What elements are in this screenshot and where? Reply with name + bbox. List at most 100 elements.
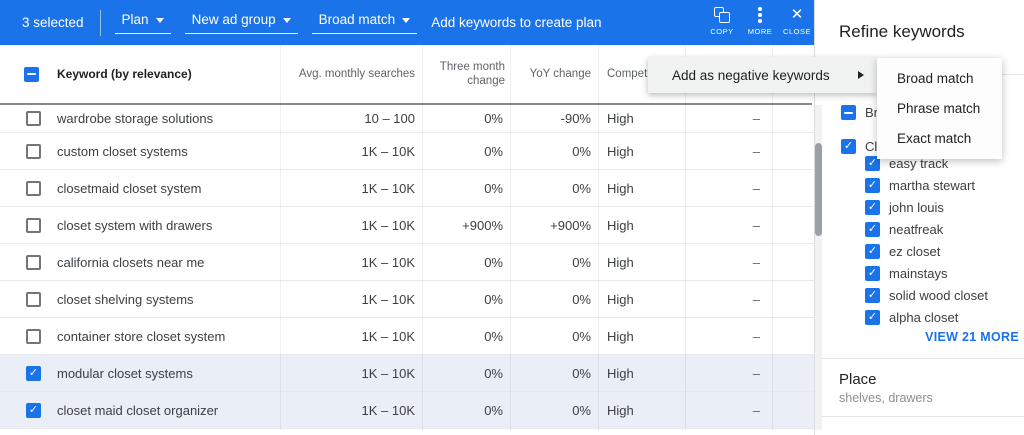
column-header-yoy-change[interactable]: YoY change: [529, 68, 591, 80]
brand-filter-item[interactable]: ✓ ez closet: [865, 240, 1024, 262]
submenu-item-phrase-match[interactable]: Phrase match: [897, 100, 981, 116]
table-row[interactable]: ✓ modular closet systems 1K – 10K 0% 0% High –: [0, 355, 814, 392]
brand-checkbox[interactable]: ✓: [865, 243, 880, 259]
copy-button[interactable]: COPY: [704, 7, 740, 36]
yoy-change-cell: 0%: [572, 254, 591, 270]
table-row[interactable]: ✓ closet maid closet organizer 1K – 10K 0% 0…: [0, 392, 814, 429]
row-checkbox[interactable]: [26, 328, 41, 344]
match-type-label: Broad match: [318, 11, 396, 27]
ad-impression-share-cell: –: [752, 217, 760, 233]
keyword-cell: california closets near me: [57, 254, 205, 270]
close-button[interactable]: ✕ CLOSE: [779, 6, 815, 37]
brand-checkbox[interactable]: ✓: [865, 177, 880, 193]
column-header-keyword[interactable]: Keyword (by relevance): [57, 67, 192, 81]
ad-impression-share-cell: –: [752, 365, 760, 381]
new-ad-group-dropdown-button[interactable]: New ad group: [184, 12, 298, 34]
column-header-avg-monthly-searches[interactable]: Avg. monthly searches: [298, 68, 415, 80]
brand-group-checkbox[interactable]: [841, 105, 856, 120]
row-checkbox[interactable]: [26, 254, 41, 270]
brand-label: martha stewart: [889, 177, 975, 193]
row-checkbox[interactable]: ✓: [26, 402, 41, 418]
add-keywords-button[interactable]: Add keywords to create plan: [431, 15, 602, 30]
chevron-down-icon: [155, 17, 164, 23]
brand-filter-list: ✓ easy track ✓ martha stewart ✓ john louis ✓ ne…: [865, 152, 1024, 328]
three-month-change-cell: 0%: [484, 143, 503, 159]
brand-label: neatfreak: [889, 221, 944, 237]
row-checkbox[interactable]: [26, 217, 41, 233]
competition-cell: High: [607, 365, 634, 381]
brand-filter-item[interactable]: ✓ neatfreak: [865, 218, 1024, 240]
view-more-link[interactable]: VIEW 21 MORE: [925, 330, 1019, 344]
select-all-checkbox[interactable]: [24, 66, 39, 82]
table-row[interactable]: closetmaid closet system 1K – 10K 0% 0% High…: [0, 170, 814, 207]
place-section-title[interactable]: Place: [839, 371, 877, 388]
brand-filter-item[interactable]: ✓ solid wood closet: [865, 284, 1024, 306]
avg-monthly-searches-cell: 1K – 10K: [361, 291, 416, 307]
column-header-three-month-change[interactable]: Three month change: [439, 61, 505, 87]
toolbar-divider: [99, 9, 101, 36]
table-row[interactable]: custom closet systems 1K – 10K 0% 0% High –: [0, 133, 814, 170]
competition-cell: High: [607, 180, 634, 196]
brand-label: mainstays: [889, 265, 948, 281]
three-month-change-cell: 0%: [484, 111, 503, 126]
brand-checkbox[interactable]: ✓: [865, 287, 880, 303]
brand-checkbox[interactable]: ✓: [865, 155, 880, 171]
close-icon: ✕: [790, 6, 804, 23]
three-month-change-cell: 0%: [484, 365, 503, 381]
ad-impression-share-cell: –: [752, 111, 760, 126]
table-header: Keyword (by relevance) Avg. monthly sear…: [0, 45, 814, 103]
table-row[interactable]: california closets near me 1K – 10K 0% 0% Hi…: [0, 244, 814, 281]
panel-scrollbar-thumb[interactable]: [815, 143, 822, 236]
more-button[interactable]: MORE: [742, 7, 778, 36]
ad-impression-share-cell: –: [752, 254, 760, 270]
yoy-change-cell: 0%: [572, 365, 591, 381]
submenu-item-exact-match[interactable]: Exact match: [897, 130, 972, 146]
keyword-cell: custom closet systems: [57, 143, 188, 159]
table-row[interactable]: closet system with drawers 1K – 10K +900% +…: [0, 207, 814, 244]
row-checkbox[interactable]: [26, 180, 41, 196]
avg-monthly-searches-cell: 1K – 10K: [361, 365, 416, 381]
yoy-change-cell: 0%: [572, 143, 591, 159]
brand-label: ez closet: [889, 243, 941, 259]
menu-item-add-as-negative-keywords[interactable]: Add as negative keywords: [648, 57, 877, 93]
submenu-item-broad-match[interactable]: Broad match: [897, 70, 974, 86]
plan-dropdown-button[interactable]: Plan: [114, 11, 171, 34]
panel-scrollbar-track[interactable]: [815, 105, 822, 430]
brand-filter-item[interactable]: ✓ easy track: [865, 152, 1024, 174]
match-type-dropdown-button[interactable]: Broad match: [311, 11, 418, 34]
ad-impression-share-cell: –: [752, 180, 760, 196]
copy-icon: [714, 7, 730, 23]
brand-filter-item[interactable]: ✓ alpha closet: [865, 306, 1024, 328]
row-checkbox[interactable]: ✓: [26, 365, 41, 381]
brand-checkbox[interactable]: ✓: [865, 265, 880, 281]
panel-divider: [815, 416, 1024, 417]
row-checkbox[interactable]: [26, 291, 41, 307]
chevron-down-icon: [402, 17, 411, 23]
avg-monthly-searches-cell: 1K – 10K: [361, 180, 416, 196]
brand-checkbox[interactable]: ✓: [865, 309, 880, 325]
copy-button-label: COPY: [710, 27, 734, 36]
table-body: wardrobe storage solutions 10 – 100 0% -90%…: [0, 105, 814, 429]
three-month-change-cell: +900%: [462, 217, 503, 233]
row-checkbox[interactable]: [26, 111, 41, 126]
plan-dropdown-label: Plan: [121, 11, 149, 27]
brand-label: easy track: [889, 155, 949, 171]
ad-impression-share-cell: –: [752, 291, 760, 307]
brand-checkbox[interactable]: ✓: [865, 221, 880, 237]
brand-filter-item[interactable]: ✓ mainstays: [865, 262, 1024, 284]
closet-group-checkbox[interactable]: ✓: [841, 139, 856, 154]
table-row[interactable]: closet shelving systems 1K – 10K 0% 0% High –: [0, 281, 814, 318]
competition-cell: High: [607, 217, 634, 233]
brand-filter-item[interactable]: ✓ martha stewart: [865, 174, 1024, 196]
row-checkbox[interactable]: [26, 143, 41, 159]
close-button-label: CLOSE: [783, 27, 811, 36]
keyword-cell: container store closet system: [57, 328, 226, 344]
keyword-cell: closet maid closet organizer: [57, 402, 219, 418]
table-row[interactable]: container store closet system 1K – 10K 0% 0…: [0, 318, 814, 355]
yoy-change-cell: 0%: [572, 291, 591, 307]
brand-checkbox[interactable]: ✓: [865, 199, 880, 215]
brand-filter-item[interactable]: ✓ john louis: [865, 196, 1024, 218]
table-row[interactable]: wardrobe storage solutions 10 – 100 0% -90%…: [0, 105, 814, 133]
header-scroll-shadow: [0, 103, 812, 105]
